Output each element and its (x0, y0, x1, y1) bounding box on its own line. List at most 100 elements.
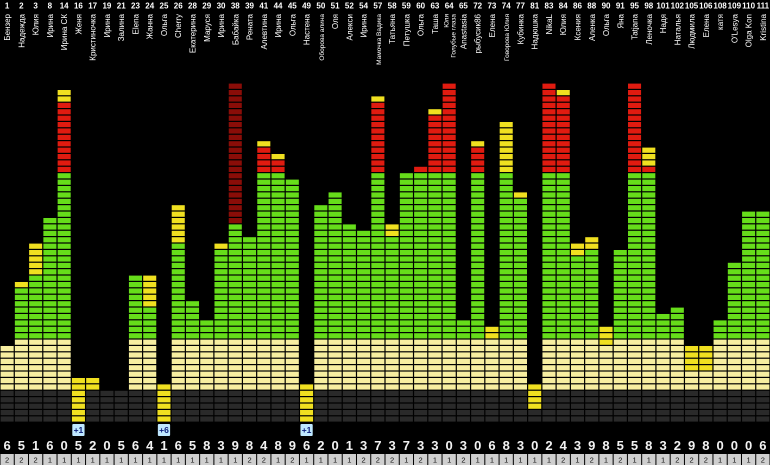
column-cell (471, 378, 485, 384)
column-cell (371, 192, 385, 198)
column-cell (228, 224, 242, 230)
column-cell (371, 390, 385, 396)
column-cell (285, 410, 299, 416)
column-cell (656, 416, 670, 422)
column-cell (185, 352, 200, 358)
column-cell (399, 403, 413, 409)
column-name: Olga Kon (745, 14, 754, 47)
column-cell (171, 403, 185, 409)
column-cell (257, 397, 271, 403)
column-cell (399, 378, 413, 384)
column-cell (699, 371, 713, 377)
column-cell (727, 365, 741, 371)
column-cell (128, 416, 142, 422)
column-cell (499, 230, 513, 236)
column-cell (713, 371, 727, 377)
column-cell (428, 122, 442, 128)
column-cell (628, 384, 642, 390)
column-cell (642, 160, 656, 166)
column-name: Таша (431, 13, 440, 33)
column-cell (371, 102, 385, 108)
column-cell (257, 166, 271, 172)
column-cell (43, 230, 57, 236)
column-cell (471, 179, 485, 185)
column-cell (385, 275, 399, 281)
column-cell (399, 218, 413, 224)
column-cell (385, 262, 399, 268)
column-cell (371, 403, 385, 409)
column-cell (114, 390, 128, 396)
column-cell (357, 269, 371, 275)
column-cell (43, 346, 57, 352)
column-cell (727, 282, 741, 288)
column-cell (656, 314, 670, 320)
column-cell (513, 275, 527, 281)
column-cell (14, 365, 28, 371)
column-cell (57, 211, 71, 217)
column-number-cell (271, 0, 285, 11)
column-cell (371, 122, 385, 128)
column-cell (357, 320, 371, 326)
column-cell (756, 320, 770, 326)
column-cell (599, 397, 613, 403)
column-cell (513, 390, 527, 396)
column-score: 6 (303, 438, 310, 453)
column-cell (328, 314, 342, 320)
column-cell (699, 390, 713, 396)
